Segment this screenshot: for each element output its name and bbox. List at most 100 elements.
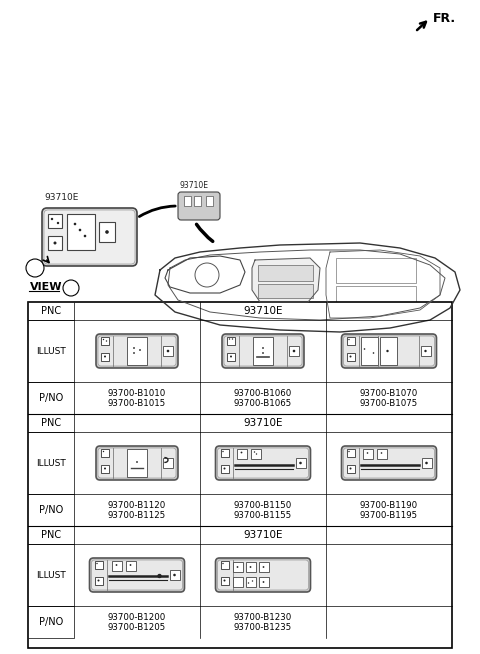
Text: P/NO: P/NO [39,617,63,627]
Text: FR.: FR. [433,12,456,25]
Circle shape [104,356,106,358]
FancyBboxPatch shape [222,334,304,368]
Bar [101,353,109,360]
Circle shape [133,352,135,354]
Text: 93700-B1190: 93700-B1190 [360,500,418,509]
Text: PNC: PNC [41,306,61,316]
Bar [220,449,228,457]
Bar [28,302,74,320]
FancyBboxPatch shape [216,558,311,592]
Bar [28,302,452,648]
Text: ILLUST: ILLUST [36,458,66,468]
Circle shape [103,339,104,340]
Bar [296,458,305,468]
Bar [376,449,386,459]
Bar [336,258,416,283]
FancyBboxPatch shape [224,336,302,366]
Circle shape [103,451,104,452]
Bar [95,576,103,585]
Bar [101,449,109,457]
Text: 93700-B1015: 93700-B1015 [108,400,166,409]
Bar [421,458,432,468]
Circle shape [139,349,141,351]
Bar [336,286,416,311]
Circle shape [349,468,351,470]
Bar [347,337,355,345]
Circle shape [386,350,389,353]
Circle shape [263,581,264,583]
Circle shape [167,350,169,353]
Circle shape [84,235,86,237]
Bar [227,337,235,345]
Circle shape [262,352,264,354]
Circle shape [240,452,242,453]
Bar [253,337,273,365]
Text: 93710E: 93710E [44,193,78,202]
Circle shape [424,350,427,353]
Circle shape [173,574,176,576]
Bar [347,464,355,472]
FancyBboxPatch shape [178,192,220,220]
Bar [48,214,62,228]
Circle shape [256,453,257,455]
FancyBboxPatch shape [42,208,137,266]
Circle shape [381,452,382,454]
Circle shape [53,241,57,245]
Circle shape [293,350,295,353]
Bar [95,561,103,569]
Circle shape [250,566,252,568]
Text: 93700-B1150: 93700-B1150 [234,500,292,509]
Circle shape [348,339,350,340]
Circle shape [364,348,365,350]
Text: PNC: PNC [41,418,61,428]
Text: 93700-B1075: 93700-B1075 [360,400,418,409]
FancyBboxPatch shape [44,210,135,264]
Bar [163,346,173,356]
Bar [259,562,268,572]
Text: 93700-B1070: 93700-B1070 [360,388,418,398]
Text: 93700-B1125: 93700-B1125 [108,511,166,521]
Circle shape [63,280,79,296]
FancyBboxPatch shape [96,334,178,368]
Text: 93710E: 93710E [243,418,283,428]
FancyBboxPatch shape [96,446,178,480]
Circle shape [254,451,255,453]
FancyBboxPatch shape [89,558,184,592]
Bar [125,561,135,571]
FancyBboxPatch shape [98,448,176,478]
Circle shape [222,451,224,452]
Bar [360,337,377,365]
Circle shape [348,451,350,452]
Bar [251,449,261,459]
Text: 93700-B1065: 93700-B1065 [234,400,292,409]
Text: 93700-B1060: 93700-B1060 [234,388,292,398]
Bar [48,236,62,250]
Bar [220,561,228,569]
Text: PNC: PNC [41,530,61,540]
Circle shape [237,566,239,568]
Text: 93710E: 93710E [243,530,283,540]
Text: ILLUST: ILLUST [36,570,66,579]
Circle shape [367,452,368,454]
Circle shape [26,259,44,277]
Circle shape [349,356,351,358]
Circle shape [136,461,138,463]
Circle shape [262,347,264,349]
Bar [237,449,247,459]
Circle shape [104,468,106,470]
FancyBboxPatch shape [216,446,311,480]
Circle shape [57,222,59,224]
Bar [259,577,268,587]
Text: 93700-B1205: 93700-B1205 [108,623,166,632]
Bar [28,432,74,494]
FancyBboxPatch shape [344,336,434,366]
Bar [127,449,147,477]
FancyBboxPatch shape [217,448,309,478]
Text: 93700-B1120: 93700-B1120 [108,500,166,509]
Bar [28,414,74,432]
Circle shape [51,218,53,220]
Bar [101,464,109,472]
Circle shape [74,223,76,225]
Text: 93700-B1195: 93700-B1195 [360,511,418,521]
Text: A: A [31,263,39,273]
